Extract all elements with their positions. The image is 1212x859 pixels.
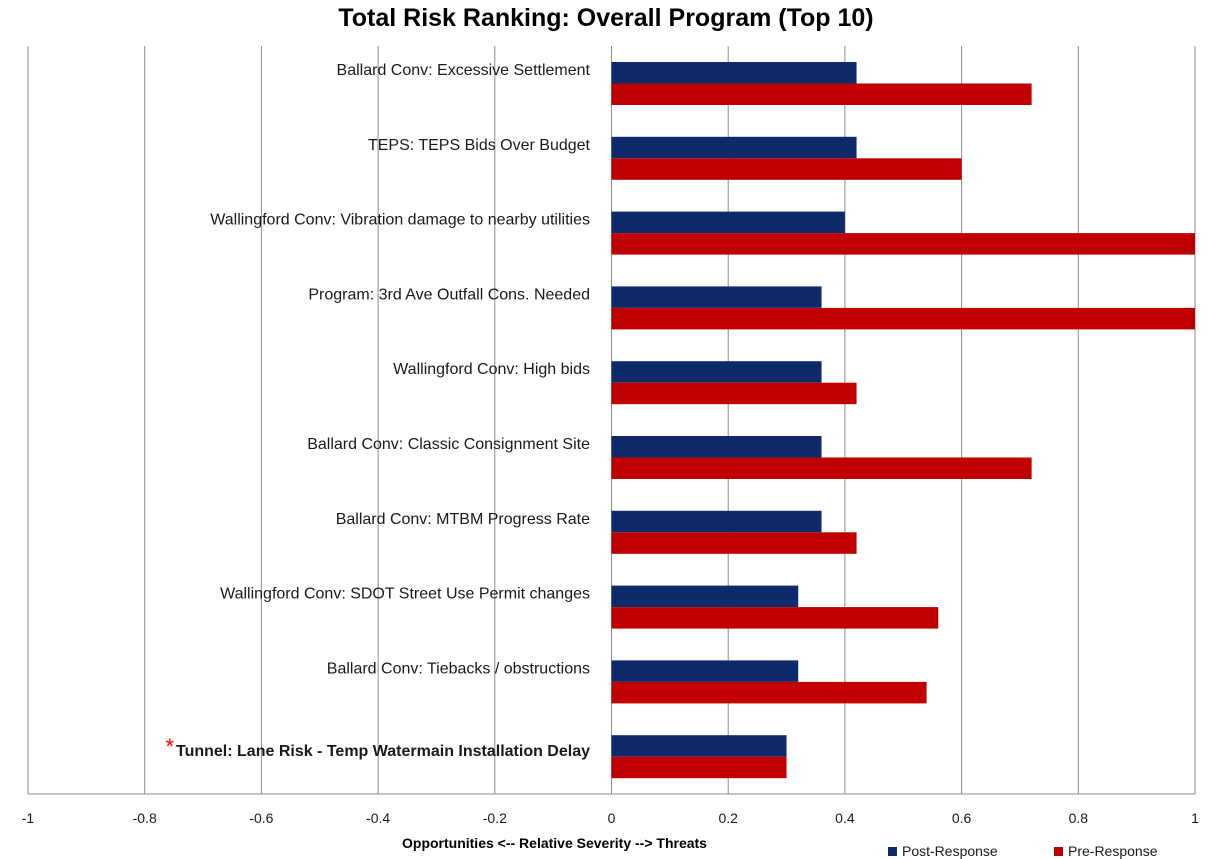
- bar-post-response: [611, 361, 822, 383]
- category-label: Ballard Conv: MTBM Progress Rate: [336, 511, 590, 528]
- bar-post-response: [611, 585, 799, 608]
- category-label: Ballard Conv: Tiebacks / obstructions: [327, 660, 590, 677]
- chart-title: Total Risk Ranking: Overall Program (Top…: [338, 4, 874, 32]
- category-label: Wallingford Conv: SDOT Street Use Permit…: [220, 586, 590, 603]
- bar-pre-response: [611, 307, 1195, 330]
- category-label: Ballard Conv: Classic Consignment Site: [307, 436, 590, 453]
- x-axis-title: Opportunities <-- Relative Severity --> …: [402, 835, 707, 851]
- bar-post-response: [611, 735, 787, 757]
- bar-pre-response: [611, 382, 857, 405]
- x-tick-label: -0.6: [249, 810, 273, 826]
- highlight-asterisk: *: [165, 734, 174, 759]
- x-tick-label: -0.4: [366, 810, 390, 826]
- legend-label-post-response: Post-Response: [902, 843, 998, 859]
- bar-pre-response: [611, 233, 1195, 255]
- x-tick-label: 1: [1191, 810, 1199, 826]
- x-tick-label: 0.8: [1069, 810, 1089, 826]
- legend-item-post-response: Post-Response: [888, 843, 998, 859]
- bar-post-response: [611, 436, 822, 458]
- x-tick-labels: -1 -0.8 -0.6 -0.4 -0.2 0 0.2 0.4 0.6 0.8 1: [22, 810, 1199, 826]
- bars: [611, 62, 1195, 779]
- bar-pre-response: [611, 532, 857, 554]
- x-tick-label: 0.2: [718, 810, 738, 826]
- category-label: Program: 3rd Ave Outfall Cons. Needed: [308, 286, 590, 303]
- bar-pre-response: [611, 457, 1032, 479]
- bar-post-response: [611, 660, 799, 682]
- bar-post-response: [611, 510, 822, 533]
- bar-post-response: [611, 211, 845, 234]
- bar-post-response: [611, 136, 857, 159]
- bar-pre-response: [611, 83, 1032, 105]
- bar-post-response: [611, 286, 822, 308]
- bar-pre-response: [611, 158, 962, 180]
- category-label: Ballard Conv: Excessive Settlement: [337, 62, 591, 79]
- bar-pre-response: [611, 756, 787, 779]
- legend-item-pre-response: Pre-Response: [1054, 843, 1158, 859]
- x-tick-label: -1: [22, 810, 35, 826]
- bar-pre-response: [611, 681, 927, 704]
- bar-pre-response: [611, 607, 939, 629]
- category-labels: Ballard Conv: Excessive Settlement TEPS: …: [165, 62, 590, 760]
- legend-label-pre-response: Pre-Response: [1068, 843, 1158, 859]
- bar-post-response: [611, 62, 857, 84]
- category-label: Wallingford Conv: High bids: [393, 361, 590, 378]
- category-label: Tunnel: Lane Risk - Temp Watermain Insta…: [176, 743, 590, 760]
- x-tick-label: -0.2: [483, 810, 507, 826]
- legend-swatch-post-response: [888, 846, 897, 856]
- category-label: TEPS: TEPS Bids Over Budget: [368, 137, 591, 154]
- x-tick-label: 0.4: [835, 810, 855, 826]
- legend-swatch-pre-response: [1054, 846, 1063, 856]
- x-tick-label: -0.8: [133, 810, 157, 826]
- x-tick-label: 0.6: [952, 810, 972, 826]
- x-tick-label: 0: [608, 810, 616, 826]
- category-label: Wallingford Conv: Vibration damage to ne…: [210, 212, 590, 229]
